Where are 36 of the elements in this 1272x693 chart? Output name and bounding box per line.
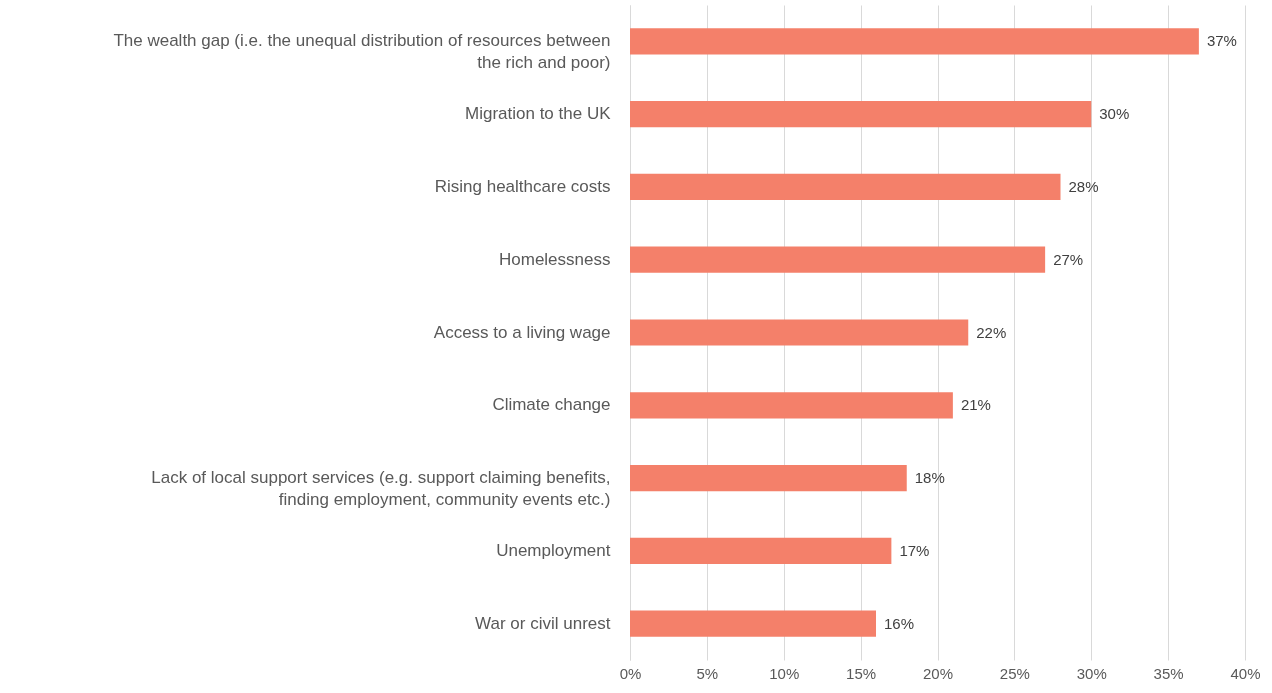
x-tick-label: 5% xyxy=(696,664,719,682)
x-tick-label: 0% xyxy=(619,664,642,682)
y-tick-label: Migration to the UK xyxy=(464,104,612,124)
data-label: 16% xyxy=(884,614,915,632)
bar xyxy=(630,464,907,492)
data-label: 28% xyxy=(1068,177,1099,195)
bar xyxy=(630,173,1061,201)
y-tick-label: Lack of local support services (e.g. support claiming benefits, finding employment, community events etc.) xyxy=(151,468,611,510)
x-tick-label: 15% xyxy=(846,664,877,682)
bar xyxy=(630,28,1199,55)
data-label: 21% xyxy=(960,396,991,414)
y-tick-label: Rising healthcare costs xyxy=(434,176,611,196)
bar xyxy=(630,610,876,637)
data-label: 37% xyxy=(1206,32,1237,50)
bar xyxy=(630,101,1092,128)
x-tick-label: 20% xyxy=(922,664,954,682)
data-label: 17% xyxy=(899,541,930,559)
x-tick-label: 25% xyxy=(999,664,1030,682)
data-label: 18% xyxy=(914,469,945,487)
x-tick-label: 35% xyxy=(1153,664,1184,682)
y-tick-label: Access to a living wage xyxy=(433,322,611,342)
bar xyxy=(630,537,892,564)
bar xyxy=(630,319,969,346)
y-tick-label: Climate change xyxy=(492,395,611,415)
x-tick-label: 40% xyxy=(1230,664,1261,682)
x-tick-label: 10% xyxy=(769,664,800,682)
y-tick-label: War or civil unrest xyxy=(475,613,611,633)
y-tick-label: The wealth gap (i.e. the unequal distribution of resources between the rich and poor) xyxy=(113,31,611,73)
data-label: 30% xyxy=(1099,105,1130,123)
bar xyxy=(630,246,1046,273)
y-tick-label: Homelessness xyxy=(499,249,611,269)
data-label: 27% xyxy=(1053,250,1084,268)
x-tick-label: 30% xyxy=(1076,664,1107,682)
y-tick-label: Unemployment xyxy=(496,540,611,560)
bar xyxy=(630,392,953,419)
data-label: 22% xyxy=(976,323,1007,341)
